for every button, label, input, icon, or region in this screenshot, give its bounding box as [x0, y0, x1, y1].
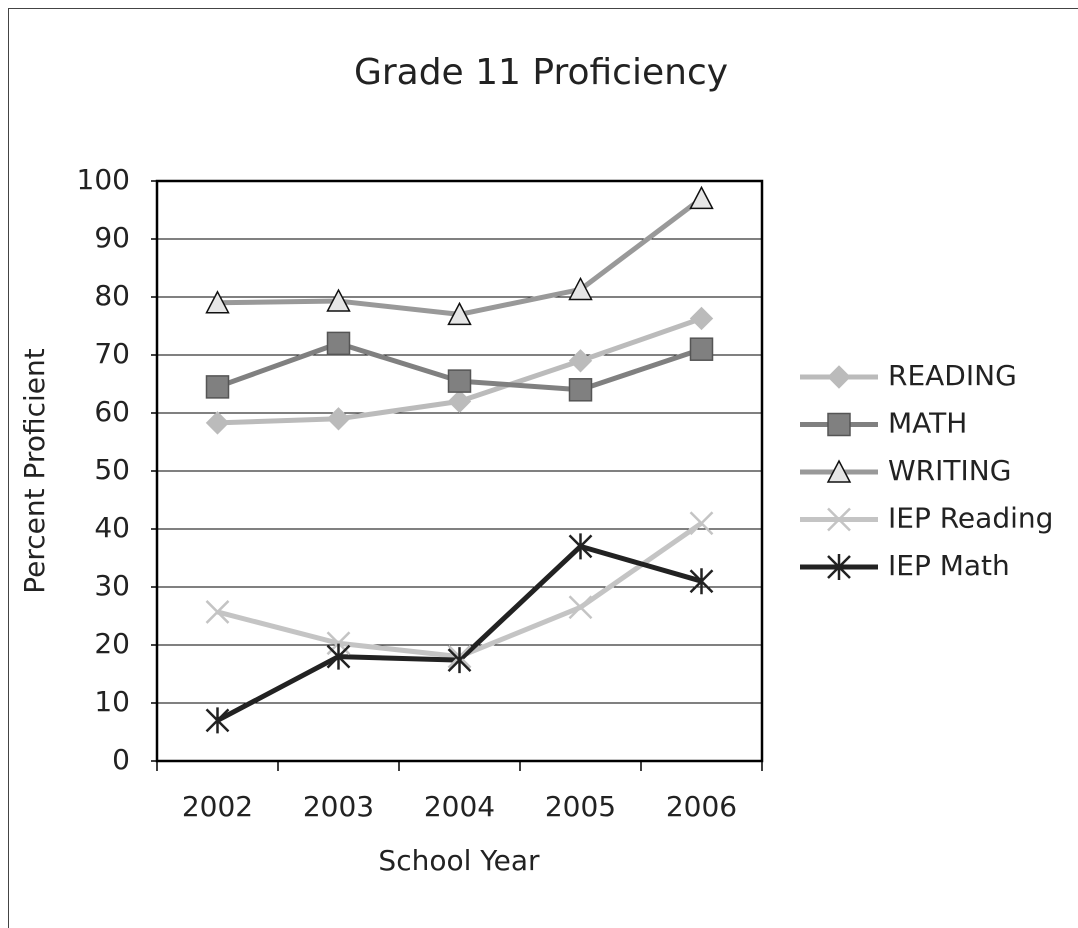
marker-shape: [447, 369, 472, 393]
marker: [326, 288, 351, 312]
y-tick-label: 90: [94, 221, 130, 254]
marker: [447, 369, 472, 393]
y-tick-label: 0: [112, 743, 130, 776]
marker: [568, 276, 593, 301]
marker-shape: [689, 568, 714, 595]
frame: [8, 8, 1078, 928]
plot-area: [155, 179, 764, 763]
marker-shape: [205, 707, 230, 734]
marker: [689, 337, 714, 361]
y-tick-label: 60: [94, 395, 130, 428]
marker-shape: [689, 337, 714, 361]
marker-shape: [447, 301, 472, 326]
y-tick-label: 80: [94, 279, 130, 312]
legend-label: WRITING: [888, 454, 1011, 487]
marker-shape: [827, 412, 851, 437]
marker-shape: [447, 389, 472, 414]
y-tick-label: 40: [94, 511, 130, 544]
series-line: [216, 521, 703, 660]
x-tick-label: 2006: [666, 790, 737, 823]
marker: [827, 507, 851, 532]
marker: [447, 647, 472, 674]
x-tick-label: 2003: [303, 790, 374, 823]
marker: [326, 331, 351, 356]
legend-label: IEP Reading: [888, 502, 1053, 535]
marker: [568, 349, 593, 373]
marker: [326, 407, 351, 431]
legend-label: MATH: [888, 407, 967, 440]
marker-shape: [205, 290, 230, 314]
y-tick-label: 100: [77, 163, 130, 196]
marker-shape: [689, 306, 714, 331]
marker-shape: [568, 276, 593, 301]
marker-shape: [447, 647, 472, 674]
x-tick-label: 2004: [424, 790, 495, 823]
marker: [205, 411, 230, 435]
marker-shape: [568, 349, 593, 373]
marker: [826, 459, 852, 483]
marker: [447, 301, 472, 326]
marker-shape: [568, 378, 593, 402]
marker-shape: [326, 643, 351, 670]
marker: [568, 378, 593, 402]
y-tick-label: 50: [94, 453, 130, 486]
marker: [689, 306, 714, 331]
marker: [568, 533, 593, 560]
marker-shape: [205, 411, 230, 435]
marker-shape: [568, 533, 593, 560]
legend-label: IEP Math: [888, 549, 1010, 582]
marker-shape: [827, 365, 851, 389]
marker-shape: [827, 507, 851, 532]
marker-shape: [826, 459, 852, 483]
marker: [689, 511, 714, 536]
marker: [205, 290, 230, 314]
marker: [205, 707, 230, 734]
x-axis-label: School Year: [378, 844, 540, 877]
marker: [827, 554, 851, 580]
marker: [326, 643, 351, 670]
marker-shape: [326, 407, 351, 431]
marker: [447, 389, 472, 414]
x-tick-label: 2005: [545, 790, 616, 823]
x-tick-label: 2002: [182, 790, 253, 823]
chart-title: Grade 11 Proficiency: [354, 52, 728, 93]
y-tick-label: 70: [94, 337, 130, 370]
marker-shape: [568, 595, 593, 620]
marker: [205, 600, 230, 624]
marker: [689, 185, 714, 210]
legend-label: READING: [888, 359, 1017, 392]
marker-shape: [205, 600, 230, 624]
marker: [568, 595, 593, 620]
marker-shape: [205, 375, 230, 399]
y-tick-label: 30: [94, 569, 130, 602]
marker-shape: [689, 511, 714, 536]
y-axis-label: Percent Proficient: [18, 348, 51, 593]
marker-shape: [689, 185, 714, 210]
marker-shape: [827, 554, 851, 580]
y-tick-label: 10: [94, 685, 130, 718]
marker: [205, 375, 230, 399]
marker: [689, 568, 714, 595]
y-tick-label: 20: [94, 627, 130, 660]
marker: [827, 365, 851, 389]
marker-shape: [326, 288, 351, 312]
marker: [827, 412, 851, 437]
marker-shape: [326, 331, 351, 356]
